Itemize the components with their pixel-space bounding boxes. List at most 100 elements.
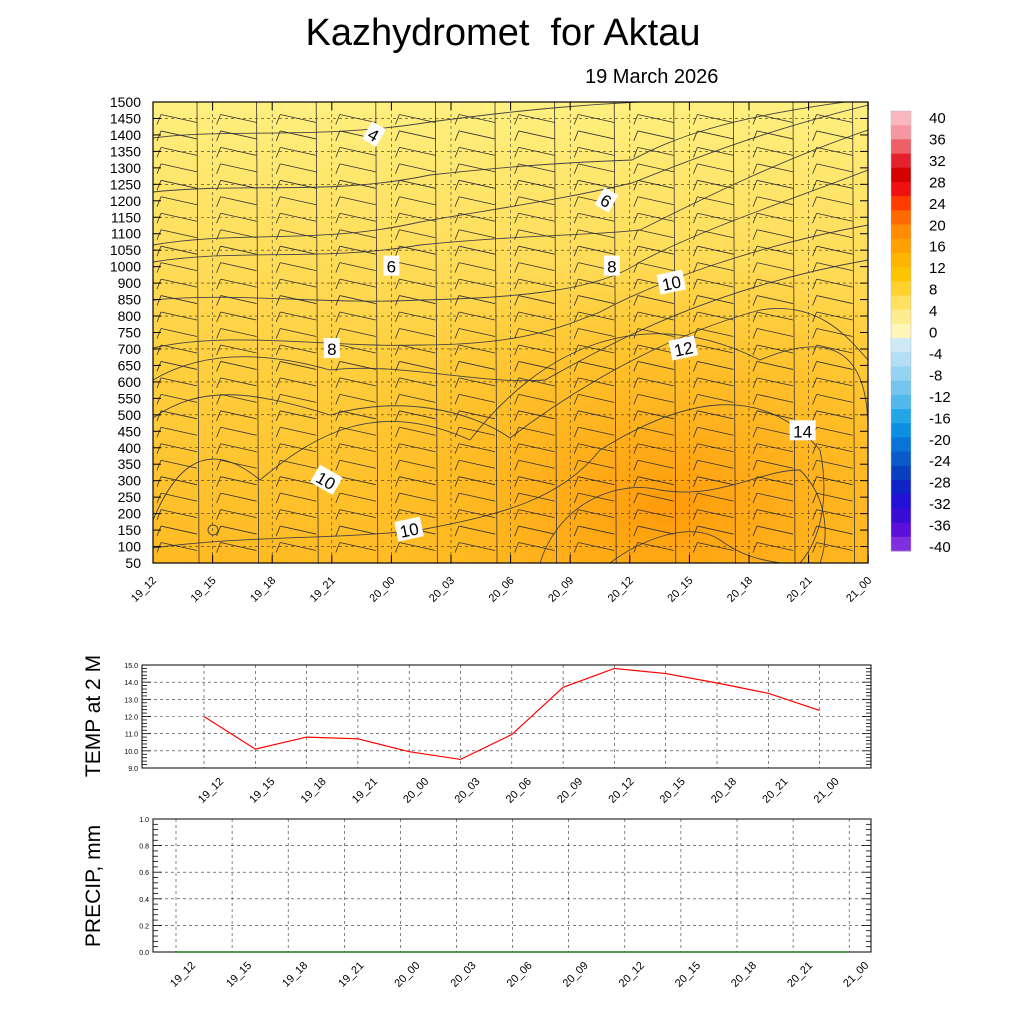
colorbar-label: 0 — [929, 325, 937, 342]
precip-x-tick-label: 20_15 — [673, 960, 703, 990]
colorbar-segment — [891, 465, 911, 481]
main-tick-marks — [152, 101, 869, 564]
main-y-tick-label: 450 — [118, 423, 142, 439]
temp-2m-x-tick-label: 19_21 — [350, 776, 380, 806]
temp-2m-y-tick-label: 15.0 — [124, 663, 138, 670]
temp-2m-axis-title: TEMP at 2 M — [82, 655, 105, 777]
main-y-tick-label: 300 — [118, 473, 142, 489]
temp-2m-x-tick-label: 20_12 — [606, 776, 636, 806]
main-y-tick-label: 1350 — [110, 143, 141, 159]
colorbar-label: 8 — [929, 282, 937, 299]
precip-x-tick-label: 20_03 — [449, 960, 479, 990]
main-x-tick-label: 19_18 — [248, 575, 278, 605]
precip-x-tick-label: 20_12 — [617, 960, 647, 990]
precip-x-tick-label: 19_12 — [168, 960, 198, 990]
colorbar-label: 20 — [929, 217, 946, 234]
colorbar-segment — [891, 252, 911, 268]
colorbar-segment — [891, 210, 911, 226]
colorbar-segment — [891, 295, 911, 311]
main-y-tick-label: 1100 — [111, 226, 141, 242]
main-x-tick-label: 20_09 — [546, 575, 576, 605]
chart-date: 19 March 2026 — [585, 66, 719, 88]
colorbar-segment — [891, 352, 911, 367]
precip-x-tick-label: 19_21 — [336, 960, 366, 990]
main-y-tick-label: 100 — [118, 539, 142, 555]
colorbar-segment — [891, 323, 911, 339]
main-y-tick-label: 1000 — [110, 259, 141, 275]
main-y-tick-label: 600 — [118, 374, 142, 390]
temp-2m-y-tick-label: 10.0 — [124, 749, 138, 756]
main-y-tick-label: 1150 — [111, 209, 141, 225]
colorbar-segment — [891, 366, 911, 382]
colorbar-label: -8 — [929, 367, 942, 384]
contour-label: 10 — [656, 269, 687, 295]
colorbar-label: -16 — [929, 410, 951, 427]
chart-title: Kazhydromet for Aktau — [305, 12, 701, 54]
colorbar-label: -24 — [929, 453, 951, 470]
wind-barbs — [156, 102, 855, 563]
precip-y-tick-label: 1.0 — [139, 817, 149, 824]
temp-2m-x-tick-label: 20_09 — [555, 776, 585, 806]
contour-label: 6 — [383, 255, 400, 277]
contour-label: 10 — [394, 516, 424, 542]
main-y-tick-label: 500 — [118, 407, 142, 423]
precip-x-tick-label: 19_18 — [280, 960, 310, 990]
colorbar-segment — [891, 125, 911, 140]
temp-2m-x-tick-label: 20_21 — [760, 776, 790, 806]
contour-label-text: 10 — [660, 272, 682, 295]
temp-2m-x-tick-label: 21_00 — [812, 776, 842, 806]
main-y-tick-label: 400 — [118, 440, 142, 456]
colorbar-segment — [891, 437, 911, 453]
precip-x-tick-label: 19_15 — [224, 960, 254, 990]
colorbar-segment — [891, 423, 911, 438]
precip-x-tick-label: 20_00 — [392, 960, 422, 990]
contour-closed-loop — [207, 524, 219, 536]
precip-x-tick-label: 21_00 — [841, 960, 871, 990]
main-y-tick-label: 1200 — [110, 193, 141, 209]
colorbar-segment — [891, 394, 911, 410]
temp-2m-y-tick-label: 12.0 — [124, 715, 138, 722]
temp-2m-y-tick-label: 11.0 — [125, 732, 138, 739]
contour-label-text: 12 — [672, 338, 694, 361]
precip-background — [153, 819, 871, 952]
colorbar-label: 36 — [929, 131, 946, 148]
colorbar-segment — [891, 480, 911, 495]
temp-2m-y-tick-label: 13.0 — [124, 697, 138, 704]
temp-2m-y-tick-label: 14.0 — [124, 680, 138, 687]
precip-x-tick-label: 20_18 — [729, 960, 759, 990]
colorbar-frame — [890, 110, 912, 552]
colorbar-segment — [891, 522, 911, 538]
contour-label-text: 8 — [327, 340, 336, 359]
colorbar-label: 24 — [929, 196, 946, 213]
main-x-tick-label: 19_15 — [189, 575, 219, 605]
contour-label-text: 6 — [387, 258, 396, 277]
main-x-tick-label: 20_18 — [725, 575, 755, 605]
main-y-tick-label: 900 — [118, 275, 142, 291]
main-y-tick-label: 700 — [118, 341, 142, 357]
precip-y-tick-label: 0.6 — [139, 870, 149, 877]
main-y-tick-label: 550 — [118, 390, 142, 406]
temp-2m-x-tick-label: 20_15 — [658, 776, 688, 806]
main-y-tick-label: 1500 — [110, 94, 141, 110]
main-y-tick-label: 850 — [118, 292, 142, 308]
colorbar-label: 12 — [929, 260, 946, 277]
temp-2m-y-tick-label: 9.0 — [128, 766, 138, 773]
main-y-tick-label: 800 — [118, 308, 142, 324]
main-y-tick-label: 350 — [118, 456, 142, 472]
contour-label: 6 — [594, 187, 619, 213]
contour-label-text: 14 — [793, 422, 812, 441]
colorbar-label: -20 — [929, 432, 951, 449]
temp-2m-x-tick-label: 19_18 — [299, 776, 329, 806]
colorbar-segment — [891, 281, 911, 297]
colorbar-segment — [891, 167, 911, 183]
temp-2m-x-tick-label: 20_03 — [453, 776, 483, 806]
main-y-tick-label: 200 — [118, 506, 142, 522]
main-y-tick-label: 250 — [118, 489, 142, 505]
colorbar-label: 16 — [929, 239, 946, 256]
colorbar-segment — [891, 181, 911, 197]
colorbar-label: -4 — [929, 346, 942, 363]
temp-2m-series-line — [203, 667, 820, 761]
temp-2m-x-tick-label: 19_15 — [247, 776, 277, 806]
temp-2m-x-tick-label: 20_00 — [401, 776, 431, 806]
